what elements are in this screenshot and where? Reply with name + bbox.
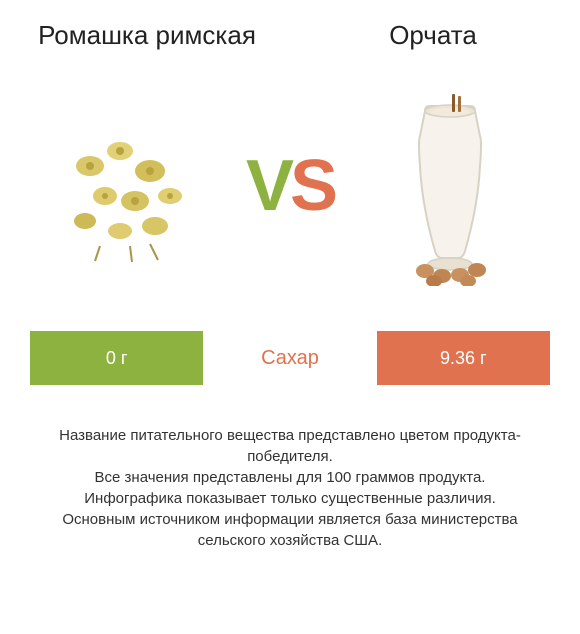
titles-row: Ромашка римская Орчата: [30, 20, 550, 51]
vs-s-letter: S: [290, 146, 334, 226]
footer-line-2: Все значения представлены для 100 граммо…: [40, 467, 540, 488]
right-product-image: [360, 96, 540, 276]
nutrient-bar: 0 г Сахар 9.36 г: [30, 331, 550, 385]
left-product-title: Ромашка римская: [30, 20, 264, 51]
vs-v-letter: V: [246, 146, 290, 226]
bar-left-value: 0 г: [30, 331, 203, 385]
bar-nutrient-label: Сахар: [203, 331, 376, 385]
vs-label: VS: [246, 145, 334, 227]
footer-text: Название питательного вещества представл…: [30, 425, 550, 551]
footer-line-3: Инфографика показывает только существенн…: [40, 488, 540, 509]
images-row: VS: [30, 71, 550, 301]
infographic-container: Ромашка римская Орчата: [0, 0, 580, 634]
right-product-title: Орчата: [316, 20, 550, 51]
footer-line-4: Основным источником информации является …: [40, 509, 540, 551]
bar-right-value: 9.36 г: [377, 331, 550, 385]
left-product-image: [40, 96, 220, 276]
footer-line-1: Название питательного вещества представл…: [40, 425, 540, 467]
